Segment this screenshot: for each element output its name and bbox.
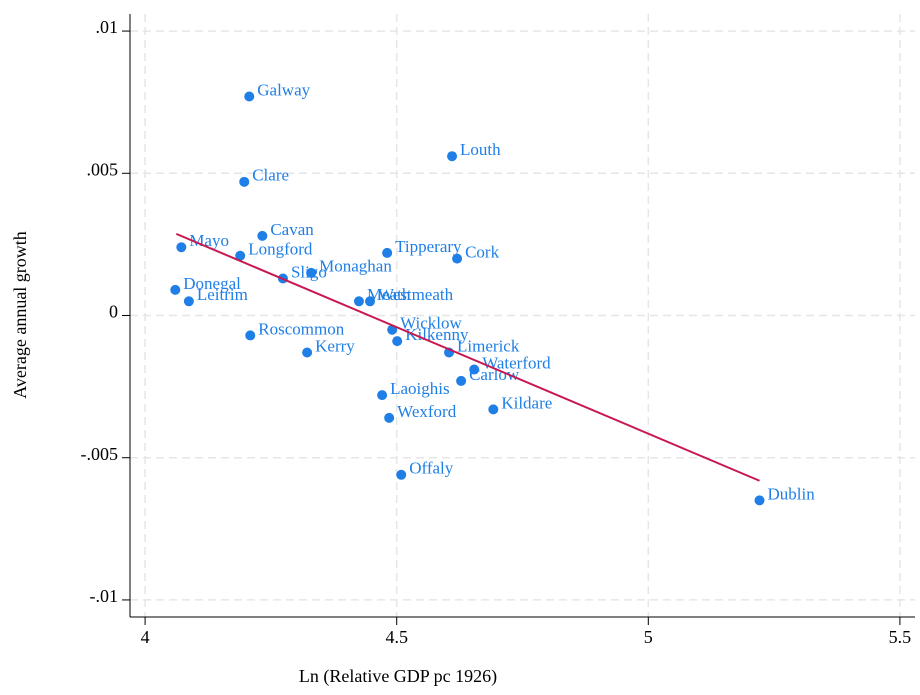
- point-label: Louth: [460, 140, 501, 159]
- point-label: Galway: [257, 80, 310, 99]
- y-tick-label: .01: [96, 17, 119, 37]
- point: [456, 375, 467, 386]
- point-label: Leitrim: [197, 285, 248, 304]
- point-label: Monaghan: [319, 257, 392, 276]
- point: [382, 247, 393, 258]
- point-label: Westmeath: [378, 285, 454, 304]
- point-label: Limerick: [457, 336, 520, 355]
- point: [235, 250, 246, 261]
- point: [244, 91, 255, 102]
- point: [302, 347, 313, 358]
- point: [306, 267, 317, 278]
- point: [488, 404, 499, 415]
- point: [754, 495, 765, 506]
- x-axis-title: Ln (Relative GDP pc 1926): [299, 666, 497, 687]
- point-label: Donegal: [183, 274, 241, 293]
- point: [257, 230, 268, 241]
- point: [377, 390, 388, 401]
- point: [396, 469, 407, 480]
- point-label: Kildare: [501, 393, 552, 412]
- point-label: Longford: [248, 240, 313, 259]
- point-label: Dublin: [768, 484, 816, 503]
- point-label: Laoighis: [390, 379, 450, 398]
- point: [176, 242, 187, 253]
- point: [239, 176, 250, 187]
- point: [452, 253, 463, 264]
- y-tick-label: -.005: [81, 444, 119, 464]
- point: [447, 151, 458, 162]
- point-label: Kilkenny: [405, 325, 469, 344]
- point-label: Roscommon: [258, 319, 344, 338]
- point-label: Tipperary: [395, 237, 462, 256]
- point: [384, 412, 395, 423]
- x-tick-label: 5.5: [889, 627, 912, 647]
- point-label: Wexford: [397, 402, 457, 421]
- y-tick-label: .005: [87, 159, 119, 179]
- y-axis-title: Average annual growth: [10, 231, 30, 399]
- fit-line: [175, 232, 760, 482]
- y-tick-label: 0: [109, 302, 118, 322]
- x-tick-label: 5: [644, 627, 653, 647]
- x-tick-label: 4.5: [385, 627, 408, 647]
- point: [245, 330, 256, 341]
- point: [365, 296, 376, 307]
- point: [183, 296, 194, 307]
- point-label: Offaly: [409, 459, 454, 478]
- point-label: Meath: [367, 285, 411, 304]
- point-label: Cavan: [270, 220, 314, 239]
- point-label: Cork: [465, 243, 500, 262]
- point-label: Kerry: [315, 336, 355, 355]
- point-label: Carlow: [469, 365, 520, 384]
- point: [469, 364, 480, 375]
- point-label: Wicklow: [400, 314, 462, 333]
- point: [353, 296, 364, 307]
- point-label: Clare: [252, 166, 289, 185]
- point: [170, 284, 181, 295]
- point-label: Waterford: [482, 353, 551, 372]
- x-tick-label: 4: [141, 627, 150, 647]
- y-tick-label: -.01: [90, 586, 119, 606]
- point-label: Mayo: [189, 231, 229, 250]
- point: [392, 336, 403, 347]
